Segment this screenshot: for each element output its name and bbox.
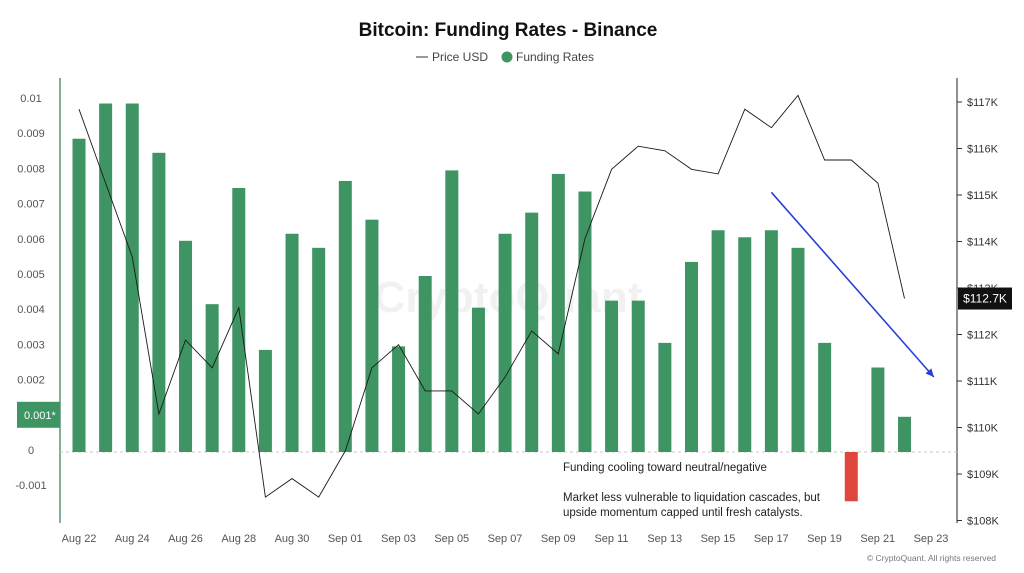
annotation-line-2: Market less vulnerable to liquidation ca… — [563, 492, 821, 504]
left-tick-label: 0 — [28, 445, 34, 457]
x-tick-label: Sep 07 — [488, 533, 523, 545]
x-tick-label: Sep 13 — [647, 533, 682, 545]
right-tick-label: $117K — [967, 97, 999, 109]
right-tick-label: $112K — [967, 330, 999, 342]
funding-bar — [898, 416, 912, 452]
current-price-badge — [958, 287, 1012, 310]
left-tick-label: -0.001 — [15, 480, 46, 492]
right-tick-label: $109K — [967, 469, 999, 481]
current-price-label: $112.7K — [963, 292, 1007, 306]
funding-bar — [658, 342, 672, 452]
x-tick-label: Sep 19 — [807, 533, 842, 545]
x-tick-label: Sep 01 — [328, 533, 363, 545]
left-tick-label: 0.007 — [17, 199, 45, 211]
funding-bar — [232, 188, 246, 452]
left-tick-label: 0.004 — [17, 304, 45, 316]
funding-bar — [498, 233, 512, 452]
left-tick-label: 0.002 — [17, 375, 45, 387]
right-tick-label: $111K — [967, 376, 998, 388]
left-tick-label: 0.01 — [20, 93, 41, 105]
funding-bar — [471, 307, 485, 452]
funding-bar — [392, 346, 406, 452]
funding-bar — [72, 138, 86, 452]
x-tick-label: Sep 03 — [381, 533, 416, 545]
x-axis-ticks: Aug 22 Aug 24 Aug 26 Aug 28 Aug 30 Sep 01 Sep … — [62, 533, 949, 545]
annotation-line-1: Funding cooling toward neutral/negative — [563, 462, 767, 474]
funding-bar — [605, 300, 619, 452]
funding-bar — [631, 300, 645, 452]
right-tick-label: $110K — [967, 423, 999, 435]
x-tick-label: Sep 15 — [701, 533, 736, 545]
funding-bar — [365, 219, 379, 452]
x-tick-label: Sep 21 — [860, 533, 895, 545]
legend[interactable]: Price USD Funding Rates — [416, 50, 594, 64]
funding-bar — [258, 349, 272, 452]
trend-arrow-head-icon — [925, 368, 934, 378]
funding-bar — [791, 247, 805, 452]
funding-bar — [738, 237, 752, 452]
price-series: $112.7K — [78, 94, 1012, 498]
chart-title: Bitcoin: Funding Rates - Binance — [359, 20, 658, 41]
x-tick-label: Aug 30 — [275, 533, 310, 545]
right-tick-label: $114K — [967, 237, 999, 249]
x-tick-label: Aug 28 — [221, 533, 256, 545]
left-tick-label: 0.005 — [17, 269, 45, 281]
funding-bar — [285, 233, 299, 452]
x-tick-label: Sep 11 — [594, 533, 628, 545]
x-tick-label: Sep 05 — [434, 533, 469, 545]
right-tick-label: $115K — [967, 190, 999, 202]
funding-bar — [871, 367, 885, 452]
funding-bar — [205, 304, 219, 452]
annotation-line-3: upside momentum capped until fresh catal… — [563, 507, 803, 519]
trend-arrow — [770, 191, 935, 378]
left-tick-label: 0.001* — [24, 410, 57, 422]
right-tick-label: $116K — [967, 144, 999, 156]
funding-bar — [578, 191, 592, 452]
funding-bar — [338, 180, 352, 452]
funding-bar — [764, 230, 778, 452]
x-tick-label: Sep 17 — [754, 533, 789, 545]
funding-bar — [525, 212, 539, 452]
price-line — [78, 94, 905, 498]
footer-copyright: © CryptoQuant. All rights reserved — [867, 553, 996, 563]
right-axis-ticks: $117K$116K$115K$114K$113K$112K$111K$110K… — [957, 97, 999, 528]
funding-bar — [152, 152, 166, 453]
left-tick-label: 0.006 — [17, 234, 45, 246]
funding-bars — [72, 103, 912, 502]
funding-bar — [99, 103, 113, 453]
funding-bar — [684, 261, 698, 452]
left-tick-highlight — [17, 401, 60, 428]
legend-funding-label[interactable]: Funding Rates — [516, 50, 594, 64]
left-tick-label: 0.009 — [17, 128, 45, 140]
x-tick-label: Aug 26 — [168, 533, 203, 545]
annotation-box: Funding cooling toward neutral/negative … — [563, 462, 821, 519]
funding-bar — [312, 247, 326, 452]
legend-price-label[interactable]: Price USD — [432, 50, 488, 64]
left-tick-label: 0.003 — [17, 339, 45, 351]
funding-bar — [418, 276, 432, 452]
left-axis-ticks: 0.01 0.009 0.008 0.007 0.006 0.005 0.004 0.003 0… — [15, 93, 60, 492]
x-tick-label: Aug 22 — [62, 533, 97, 545]
left-tick-label: 0.008 — [17, 163, 45, 175]
funding-bar — [445, 170, 459, 452]
funding-bar-negative — [844, 452, 858, 502]
legend-funding-dot-icon — [501, 51, 513, 63]
trend-arrow-line — [770, 191, 935, 378]
funding-bar — [551, 173, 565, 453]
funding-bar — [125, 103, 139, 453]
funding-bar — [818, 342, 832, 452]
x-tick-label: Sep 09 — [541, 533, 576, 545]
funding-bar — [179, 240, 193, 452]
right-tick-label: $108K — [967, 516, 999, 528]
x-tick-label: Aug 24 — [115, 533, 150, 545]
funding-bar — [711, 230, 725, 452]
x-tick-label: Sep 23 — [914, 533, 949, 545]
axes — [59, 78, 958, 523]
